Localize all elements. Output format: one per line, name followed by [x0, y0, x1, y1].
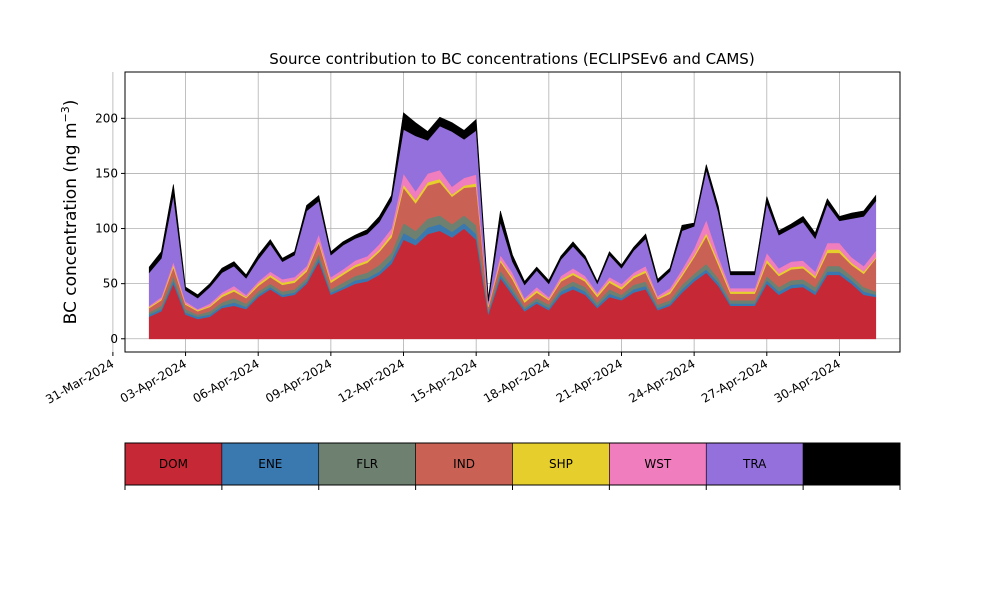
x-tick-label: 30-Apr-2024 — [772, 356, 843, 405]
y-tick-label: 100 — [95, 222, 118, 236]
legend-swatch-flr — [318, 442, 416, 486]
y-axis-label: BC concentration (ng m−3) — [59, 100, 81, 325]
legend-swatch-ene — [221, 442, 320, 486]
legend-label-tra: TRA — [742, 457, 767, 471]
legend-label-ene: ENE — [258, 457, 282, 471]
legend-label-dom: DOM — [159, 457, 188, 471]
y-axis-label-close: ) — [61, 100, 81, 107]
stacked-area-layer — [148, 112, 877, 340]
y-axis: 0 50 100 150 200 — [95, 111, 125, 346]
area-bb — [148, 112, 877, 302]
x-tick-label: 12-Apr-2024 — [336, 356, 407, 405]
legend-swatch-tra — [705, 442, 804, 486]
legend-swatch-bb — [802, 442, 901, 486]
x-tick-label: 27-Apr-2024 — [699, 356, 770, 405]
y-tick-label: 150 — [95, 166, 118, 180]
x-tick-label: 24-Apr-2024 — [626, 356, 697, 405]
x-tick-label: 09-Apr-2024 — [263, 356, 334, 405]
x-tick-label: 31-Mar-2024 — [43, 356, 116, 406]
y-axis-label-sup: −3 — [59, 106, 72, 122]
legend-label-wst: WST — [644, 457, 671, 471]
y-tick-label: 50 — [103, 277, 118, 291]
legend-label-flr: FLR — [356, 457, 378, 471]
x-axis: 31-Mar-2024 03-Apr-2024 06-Apr-2024 09-Apr-… — [43, 352, 843, 407]
x-tick-label: 15-Apr-2024 — [408, 356, 479, 405]
x-tick-label: 06-Apr-2024 — [190, 356, 261, 405]
legend-label-shp: SHP — [549, 457, 573, 471]
legend: DOM ENE FLR IND SHP WST TRA BB — [124, 442, 901, 490]
y-tick-label: 0 — [110, 332, 118, 346]
legend-swatch-shp — [512, 442, 610, 486]
plot-frame — [124, 71, 901, 353]
x-tick-label: 18-Apr-2024 — [481, 356, 552, 405]
x-tick-label: 21-Apr-2024 — [554, 356, 625, 405]
x-tick-label: 03-Apr-2024 — [118, 356, 189, 405]
legend-label-ind: IND — [453, 457, 475, 471]
legend-swatch-wst — [609, 442, 707, 486]
legend-label-bb: BB — [843, 457, 859, 471]
y-axis-label-main: BC concentration (ng m — [61, 122, 81, 324]
y-tick-label: 200 — [95, 111, 118, 125]
chart-title: Source contribution to BC concentrations… — [269, 50, 754, 68]
